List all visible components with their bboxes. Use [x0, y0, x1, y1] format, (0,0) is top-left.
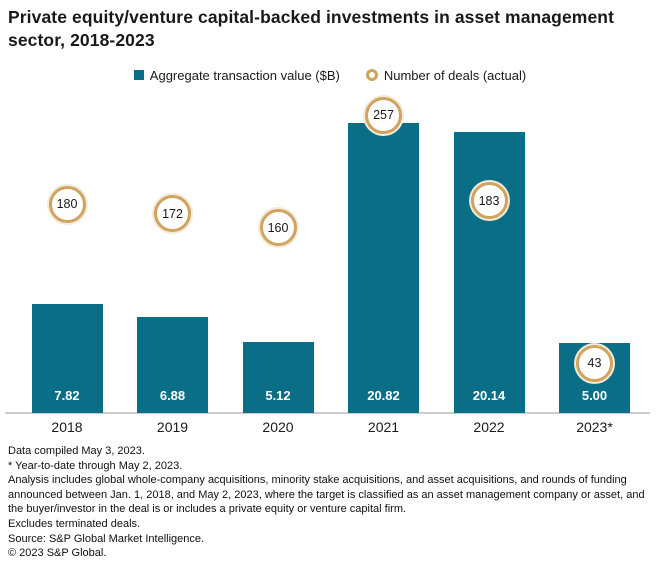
bar-value-label: 20.82 [367, 388, 400, 403]
chart-title: Private equity/venture capital-backed in… [8, 7, 615, 50]
bar-value-label: 6.88 [159, 388, 186, 403]
x-axis-label-2019: 2019 [156, 419, 189, 435]
footnote-data-compiled: Data compiled May 3, 2023. [8, 445, 145, 457]
deals-circle-2023: 43 [576, 344, 613, 382]
bar-value-label: 20.14 [472, 388, 506, 403]
footnote-ytd: * Year-to-date through May 2, 2023. [8, 459, 183, 472]
legend: Aggregate transaction value ($B) Number … [0, 64, 660, 86]
bar-value-label: 5.12 [265, 388, 291, 403]
plot-area: 7.82 180 2018 6.88 172 2019 5.12 160 2020 20.82 25… [5, 96, 650, 435]
legend-label-number-of-deals: Number of deals (actual) [383, 67, 527, 83]
footnotes: Data compiled May 3, 2023. * Year-to-dat… [8, 444, 657, 561]
x-axis-label-2018: 2018 [51, 419, 83, 435]
x-axis-label-2021: 2021 [367, 419, 400, 435]
bar-series-swatch-icon [133, 70, 144, 80]
legend-item-transaction-value: Aggregate transaction value ($B) [133, 67, 340, 83]
bar-value-label: 5.00 [581, 388, 608, 403]
footnote-source: Source: S&P Global Market Intelligence. [8, 532, 205, 545]
deals-circle-2022: 183 [470, 182, 508, 220]
bar-2019 [137, 317, 208, 413]
deals-circle-2020: 160 [259, 209, 297, 247]
x-axis-line [5, 412, 650, 414]
x-axis-label-2020: 2020 [262, 419, 294, 435]
deals-donut-swatch-icon [365, 69, 378, 81]
footnote-analysis: Analysis includes global whole-company a… [8, 474, 645, 516]
footnote-copyright: © 2023 S&P Global. [8, 547, 107, 560]
x-axis-label-2023: 2023* [576, 419, 613, 435]
bar-2018 [31, 304, 103, 413]
deals-circle-2018: 180 [48, 185, 86, 223]
deals-circle-2021: 257 [365, 96, 402, 134]
bar-2020 [242, 342, 314, 413]
bar-2022 [453, 132, 525, 413]
bar-2021 [348, 123, 419, 413]
footnote-excludes: Excludes terminated deals. [8, 517, 141, 530]
deals-circle-2019: 172 [154, 195, 191, 233]
legend-item-number-of-deals: Number of deals (actual) [365, 67, 527, 83]
x-axis-label-2022: 2022 [473, 419, 505, 435]
bar-value-label: 7.82 [54, 388, 80, 403]
legend-label-transaction-value: Aggregate transaction value ($B) [149, 67, 340, 83]
